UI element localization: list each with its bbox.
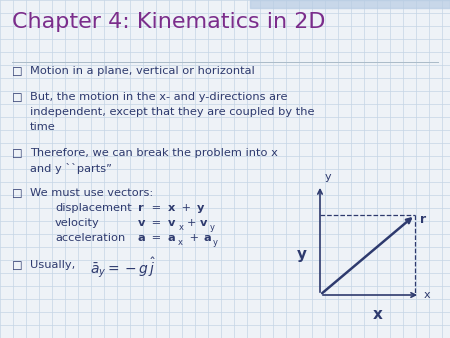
Text: ☐: ☐ <box>12 148 22 161</box>
Text: =: = <box>148 218 165 228</box>
Text: +: + <box>187 218 200 228</box>
Text: =: = <box>148 203 165 213</box>
Text: =: = <box>148 233 165 243</box>
Text: acceleration: acceleration <box>55 233 125 243</box>
Text: velocity: velocity <box>55 218 100 228</box>
Text: We must use vectors:: We must use vectors: <box>30 188 153 198</box>
Text: v: v <box>138 218 145 228</box>
Text: r: r <box>138 203 144 213</box>
Text: y: y <box>325 172 332 182</box>
Text: time: time <box>30 122 56 132</box>
Text: y: y <box>197 203 204 213</box>
Text: ☐: ☐ <box>12 92 22 105</box>
Text: a: a <box>168 233 176 243</box>
Text: y: y <box>213 238 218 247</box>
Text: a: a <box>138 233 146 243</box>
Text: y: y <box>210 223 215 232</box>
Text: and y ``parts”: and y ``parts” <box>30 163 112 174</box>
Text: v: v <box>168 218 176 228</box>
Text: $\bar{a}_y = -g\,\hat{j}$: $\bar{a}_y = -g\,\hat{j}$ <box>90 255 156 280</box>
Text: Motion in a plane, vertical or horizontal: Motion in a plane, vertical or horizonta… <box>30 66 255 76</box>
Text: But, the motion in the x- and y-directions are: But, the motion in the x- and y-directio… <box>30 92 288 102</box>
Text: x: x <box>168 203 176 213</box>
Text: +: + <box>186 233 202 243</box>
Text: x: x <box>424 290 431 300</box>
Text: Therefore, we can break the problem into x: Therefore, we can break the problem into… <box>30 148 278 158</box>
Text: +: + <box>178 203 194 213</box>
Text: x: x <box>179 223 184 232</box>
Text: y: y <box>297 247 307 263</box>
Text: Chapter 4: Kinematics in 2D: Chapter 4: Kinematics in 2D <box>12 12 325 32</box>
Text: x: x <box>178 238 183 247</box>
Text: independent, except that they are coupled by the: independent, except that they are couple… <box>30 107 315 117</box>
Text: v: v <box>200 218 207 228</box>
Text: r: r <box>420 213 426 226</box>
Text: ☐: ☐ <box>12 260 22 273</box>
Text: x: x <box>373 307 382 322</box>
Text: ☐: ☐ <box>12 188 22 201</box>
Text: displacement: displacement <box>55 203 132 213</box>
Text: ☐: ☐ <box>12 66 22 79</box>
Text: a: a <box>203 233 211 243</box>
Text: Usually,: Usually, <box>30 260 75 270</box>
